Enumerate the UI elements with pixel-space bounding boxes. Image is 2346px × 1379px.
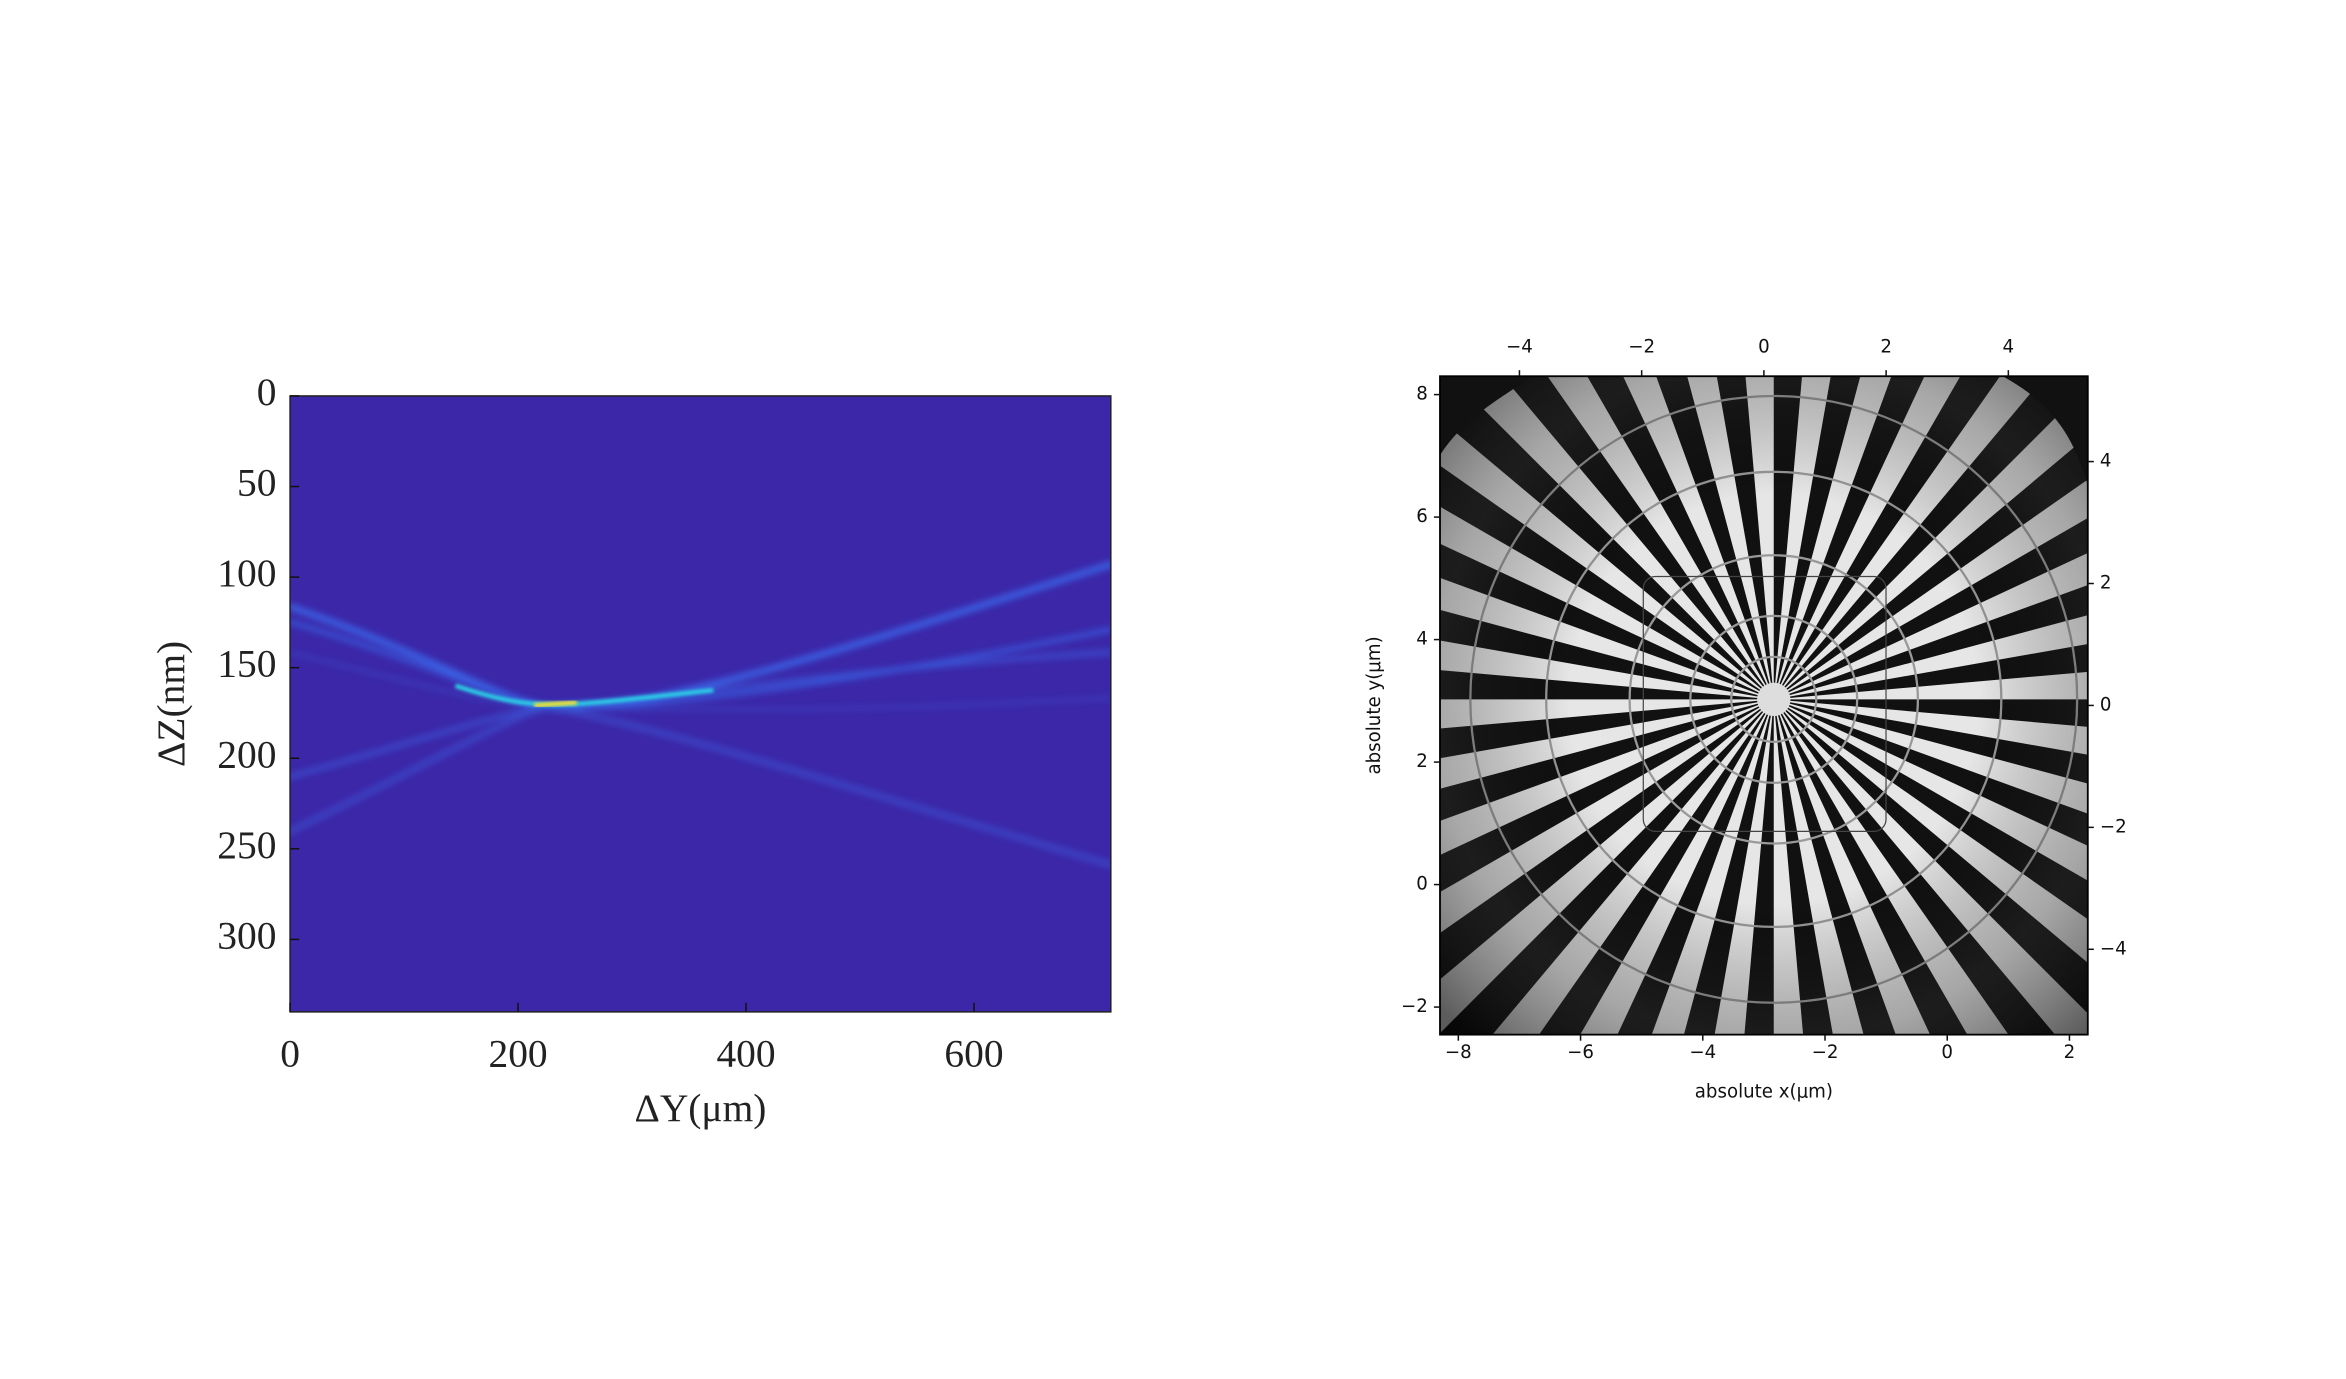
x-tick-label: 200 [488, 1031, 547, 1075]
x-tick-label: −4 [1689, 1042, 1716, 1063]
y-tick-label: 50 [237, 461, 276, 505]
y-tick-label: 0 [257, 370, 277, 414]
y-axis-label: ΔZ(nm) [149, 641, 193, 767]
x-axis-label: absolute x(μm) [1695, 1081, 1833, 1102]
y2-tick-label: 4 [2100, 451, 2112, 472]
y-tick-label: 0 [1416, 874, 1428, 895]
y2-tick-label: −4 [2100, 938, 2127, 959]
axes-frame [289, 395, 1112, 1013]
y2-tick-label: 2 [2100, 573, 2112, 594]
x2-tick-label: −4 [1506, 336, 1533, 357]
x-tick-label: 600 [944, 1031, 1003, 1075]
x-axis-label: ΔY(μm) [634, 1086, 766, 1130]
y-tick-label: 150 [217, 642, 276, 686]
y-tick-label: 100 [217, 551, 276, 595]
x2-tick-label: 0 [1758, 336, 1770, 357]
y-tick-label: 4 [1416, 629, 1428, 650]
y-tick-label: 2 [1416, 751, 1428, 772]
x2-tick-label: 4 [2003, 336, 2015, 357]
x2-tick-label: 2 [1880, 336, 1892, 357]
y2-tick-label: −2 [2100, 816, 2127, 837]
y-tick-label: 6 [1416, 506, 1428, 527]
y2-tick-label: 0 [2100, 694, 2112, 715]
y-axis-label: absolute y(μm) [1364, 636, 1385, 774]
y-tick-label: −2 [1401, 996, 1428, 1017]
intensity-image [290, 395, 1111, 1012]
reconstruction-image [1440, 376, 2088, 1035]
x-tick-label: −2 [1812, 1042, 1839, 1063]
panel-siemens-star: −8 −6 −4 −2 0 2 −2 0 2 4 6 8 −4 −2 0 2 4 −4 −2 0 2 4 absolute … [1364, 336, 2127, 1102]
x2-tick-label: −2 [1628, 336, 1655, 357]
x-tick-label: 0 [280, 1031, 300, 1075]
x-tick-label: −8 [1445, 1042, 1472, 1063]
panel-focus: 0 200 400 600 0 50 100 150 200 250 300 ΔY(μm) ΔZ(nm) [149, 370, 1112, 1130]
y-tick-label: 8 [1416, 384, 1428, 405]
x-tick-label: 0 [1941, 1042, 1953, 1063]
x-tick-label: −6 [1567, 1042, 1594, 1063]
y-tick-label: 200 [217, 732, 276, 776]
x-tick-label: 400 [716, 1031, 775, 1075]
y-tick-label: 250 [217, 823, 276, 867]
y-tick-label: 300 [217, 913, 276, 957]
x-tick-label: 2 [2064, 1042, 2076, 1063]
